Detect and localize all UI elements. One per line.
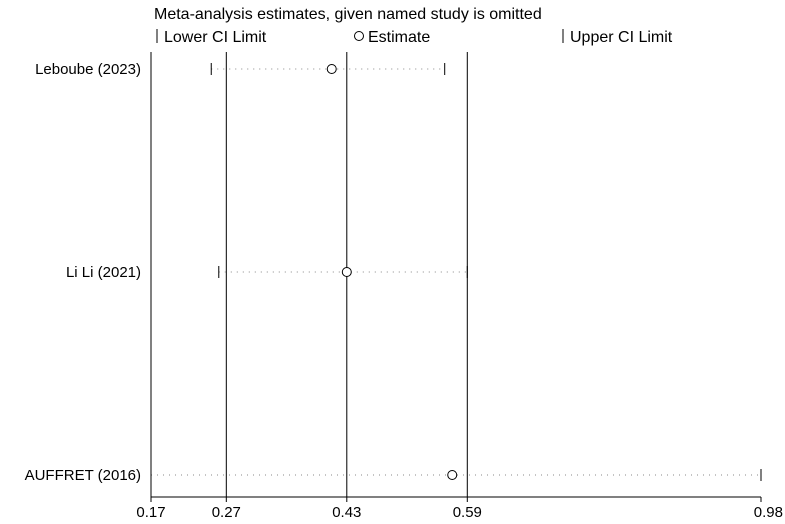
study-row-0: Leboube (2023) [35,61,446,78]
x-tick-label-0: 0.17 [136,504,165,521]
study-label: Li Li (2021) [66,264,141,281]
study-estimate-marker [341,267,352,277]
study-estimate-marker [326,64,337,74]
x-tick-label-4: 0.98 [754,504,783,521]
legend-estimate-label: Estimate [368,29,430,46]
legend-lower-ci-label: Lower CI Limit [164,29,267,46]
legend-upper-ci-label: Upper CI Limit [570,29,673,46]
study-label: AUFFRET (2016) [25,467,141,484]
axes: 0.17 0.27 0.43 0.59 0.98 [136,52,783,521]
legend-estimate-symbol [354,31,364,41]
study-label: Leboube (2023) [35,61,141,78]
x-tick-label-3: 0.59 [453,504,482,521]
study-row-1: Li Li (2021) [66,264,468,281]
study-row-2: AUFFRET (2016) [25,467,762,484]
x-tick-label-2: 0.43 [332,504,361,521]
legend: Lower CI Limit Estimate Upper CI Limit [156,29,673,46]
study-rows: Leboube (2023) Li Li (2021) AUFFRET (2016) [25,61,762,484]
chart-title: Meta-analysis estimates, given named stu… [154,6,542,23]
x-tick-label-1: 0.27 [212,504,241,521]
study-estimate-marker [447,470,458,480]
